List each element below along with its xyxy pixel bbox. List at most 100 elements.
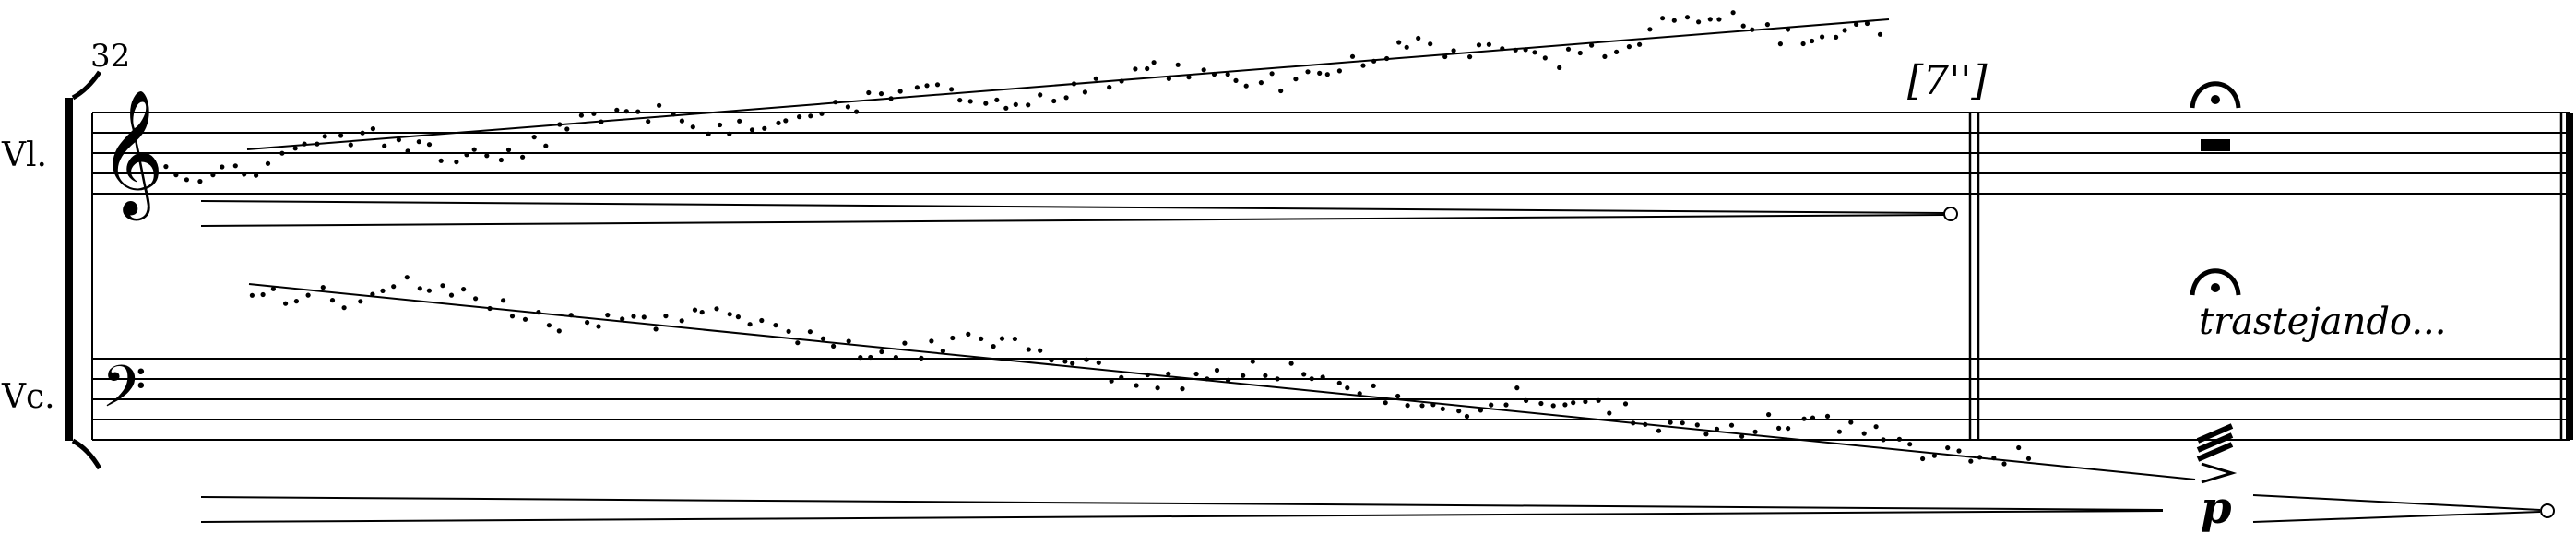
scatter-dot <box>1848 420 1854 425</box>
cello-decrescendo-wedge <box>200 494 2555 523</box>
scatter-dot <box>405 148 410 154</box>
scatter-dot <box>1881 437 1886 443</box>
scatter-dot <box>858 355 863 361</box>
scatter-dot <box>1622 401 1629 407</box>
cello-staff <box>92 358 2570 441</box>
scatter-dot <box>360 130 365 136</box>
scatter-dot <box>1752 429 1758 434</box>
scatter-dot <box>1109 378 1114 384</box>
scatter-dot <box>1524 397 1529 403</box>
violin-scatter-dots <box>163 10 1883 184</box>
scatter-dot <box>1205 376 1210 382</box>
scatter-dot <box>1096 360 1101 365</box>
scatter-dot <box>370 126 375 132</box>
scatter-dot <box>1003 105 1009 111</box>
scatter-dot <box>197 179 203 184</box>
dynamic-marking: p <box>2201 482 2232 533</box>
scatter-dot <box>1013 101 1018 107</box>
scatter-dot <box>1082 89 1087 95</box>
scatter-dot <box>220 164 225 170</box>
scatter-dot <box>820 336 826 341</box>
violin-glissando-line <box>246 18 1890 150</box>
scatter-dot <box>1820 34 1825 40</box>
scatter-dot <box>1440 406 1445 411</box>
scatter-dot <box>1786 426 1791 432</box>
scatter-dot <box>727 131 732 136</box>
scatter-dot <box>1451 48 1456 53</box>
scatter-dot <box>878 91 884 97</box>
scatter-dot <box>1012 336 1017 342</box>
scatter-dot <box>1026 102 1031 108</box>
scatter-dot <box>1442 53 1448 60</box>
scatter-dot <box>1464 413 1470 420</box>
system-bracket <box>65 70 102 470</box>
scatter-dot <box>2001 461 2007 467</box>
scatter-dot <box>966 331 971 337</box>
scatter-dot <box>1542 55 1548 61</box>
scatter-dot <box>1278 88 1284 94</box>
scatter-dot <box>315 141 320 147</box>
scatter-dot <box>546 323 552 328</box>
scatter-dot <box>279 150 285 156</box>
scatter-dot <box>1836 429 1842 434</box>
scatter-dot <box>773 323 778 328</box>
scatter-dot <box>1038 92 1043 98</box>
scatter-dot <box>1680 420 1685 426</box>
scatter-dot <box>1503 402 1509 408</box>
scatter-dot <box>845 104 851 110</box>
scatter-dot <box>1467 54 1473 60</box>
scatter-dot <box>260 291 266 298</box>
scatter-dot <box>846 338 851 344</box>
scatter-dot <box>1070 361 1075 366</box>
instrument-name-violin: Vl. <box>1 136 47 174</box>
scatter-dot <box>1026 347 1031 352</box>
scatter-dot <box>1776 425 1782 431</box>
scatter-dot <box>854 109 860 114</box>
scatter-dot <box>1660 16 1666 21</box>
scatter-dot <box>1684 15 1691 20</box>
scatter-dot <box>1107 85 1112 90</box>
scatter-dot <box>320 285 326 290</box>
scatter-dot <box>620 316 625 322</box>
scatter-dot <box>957 98 963 103</box>
scatter-dot <box>322 134 327 139</box>
scatter-dot <box>979 336 984 341</box>
scatter-dot <box>1269 71 1275 77</box>
scatter-dot <box>866 89 872 96</box>
scatter-dot <box>416 139 421 145</box>
scatter-dot <box>1201 67 1206 73</box>
scatter-dot <box>1945 445 1951 451</box>
scatter-dot <box>1293 77 1299 82</box>
scatter-dot <box>833 100 838 105</box>
scatter-dot <box>1562 402 1568 408</box>
scatter-dot <box>1500 46 1505 52</box>
scatter-dot <box>1766 412 1772 418</box>
scatter-dot <box>1357 391 1362 397</box>
scatter-dot <box>448 292 455 298</box>
scatter-dot <box>1214 367 1220 373</box>
scatter-dot <box>1345 385 1350 391</box>
scatter-dot <box>653 326 659 332</box>
scatter-dot <box>1777 41 1783 47</box>
scatter-dot <box>929 338 934 344</box>
scatter-dot <box>1486 41 1491 47</box>
scatter-dot <box>1456 409 1462 414</box>
scatter-dot <box>692 307 698 313</box>
scatter-dot <box>646 119 651 124</box>
scatter-dot <box>487 305 493 312</box>
svg-text:𝄞: 𝄞 <box>100 88 164 220</box>
scatter-dot <box>1349 53 1356 59</box>
scatter-dot <box>440 283 445 289</box>
scatter-dot <box>1419 403 1425 409</box>
scatter-dot <box>714 306 719 312</box>
scatter-dot <box>1854 21 1859 27</box>
scatter-dot <box>1977 455 1983 460</box>
scatter-dot <box>2025 456 2032 461</box>
instrument-name-cello: Vc. <box>1 378 55 416</box>
scatter-dot <box>1155 385 1160 391</box>
scatter-dot <box>797 114 802 120</box>
scatter-dot <box>1671 18 1677 23</box>
scatter-dot <box>983 101 989 106</box>
scatter-dot <box>249 292 255 298</box>
scatter-dot <box>1750 27 1755 32</box>
